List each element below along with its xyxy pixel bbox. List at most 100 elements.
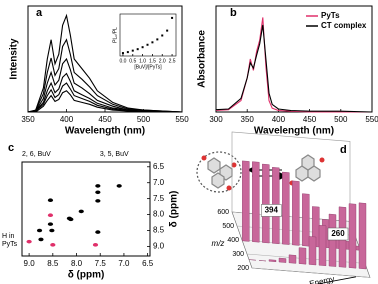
plot-frame bbox=[119, 13, 177, 57]
bar bbox=[262, 163, 270, 244]
cross-peak bbox=[47, 198, 54, 203]
cross-peak bbox=[95, 230, 101, 234]
x-axis-label: [BuV]/[PyTs] bbox=[134, 64, 162, 70]
y-axis-label: Absorbance bbox=[197, 30, 208, 88]
data-line bbox=[28, 90, 182, 113]
data-line bbox=[215, 24, 373, 113]
x-tick-label: 1.5 bbox=[149, 58, 156, 64]
x-tick-label: 0.5 bbox=[129, 58, 136, 64]
x-tick-label: 8.0 bbox=[71, 259, 83, 268]
x-tick-label: 500 bbox=[137, 115, 151, 124]
cross-peak bbox=[36, 228, 43, 233]
y-axis-label: Intensity bbox=[9, 38, 20, 80]
panel-label: c bbox=[8, 142, 14, 154]
point bbox=[151, 41, 154, 44]
legend-label: PyTs bbox=[321, 11, 340, 20]
bar bbox=[282, 171, 290, 245]
grid-line bbox=[251, 267, 371, 278]
x-tick-label: 400 bbox=[272, 115, 286, 124]
bar bbox=[292, 180, 300, 246]
bar bbox=[318, 224, 327, 267]
x-tick-label: 350 bbox=[21, 115, 35, 124]
point bbox=[161, 34, 164, 37]
panel-label: a bbox=[36, 7, 43, 19]
cross-peak bbox=[38, 237, 44, 242]
series-label: 394 bbox=[265, 206, 279, 215]
y-tick-label: 600 bbox=[217, 209, 229, 216]
y-tick-label: 8.5 bbox=[153, 226, 165, 235]
x-tick-label: 450 bbox=[98, 115, 112, 124]
series-label: 260 bbox=[331, 229, 345, 238]
bar bbox=[288, 254, 297, 264]
bar bbox=[242, 160, 250, 242]
x-tick-label: 8.5 bbox=[47, 259, 59, 268]
bar bbox=[268, 259, 277, 263]
y-axis-label: δ (ppm) bbox=[169, 191, 180, 228]
bar bbox=[278, 257, 287, 263]
x-axis-label: Energy bbox=[309, 274, 336, 284]
cross-peak bbox=[49, 228, 55, 233]
y-tick-label: 9.0 bbox=[153, 242, 165, 251]
y-tick-label: 400 bbox=[227, 237, 239, 244]
point bbox=[146, 43, 149, 46]
energy-arrow bbox=[315, 276, 357, 284]
cross-peak bbox=[68, 217, 74, 222]
y-tick-label: 8.0 bbox=[153, 210, 165, 219]
annotation: PyTs bbox=[2, 241, 18, 248]
point bbox=[136, 48, 139, 51]
point bbox=[121, 52, 124, 55]
x-tick-label: 7.0 bbox=[118, 259, 130, 268]
bar bbox=[348, 203, 357, 269]
annotation: 2, 6, BuV bbox=[22, 151, 51, 158]
x-axis-label: Wavelength (nm) bbox=[254, 126, 334, 137]
bar bbox=[258, 260, 267, 262]
bar bbox=[298, 247, 307, 265]
point bbox=[166, 29, 169, 32]
annotation: H in bbox=[2, 233, 15, 240]
y-tick-label: 6.5 bbox=[153, 162, 165, 171]
x-tick-label: 2.5 bbox=[169, 58, 176, 64]
x-tick-label: 1.0 bbox=[139, 58, 146, 64]
series-label-box bbox=[261, 204, 282, 217]
molecule-left bbox=[196, 151, 242, 193]
point bbox=[131, 49, 134, 52]
bar bbox=[252, 161, 260, 243]
data-line bbox=[27, 82, 183, 113]
y-axis-label: m/z bbox=[212, 239, 225, 248]
cross-peak bbox=[47, 213, 54, 218]
cross-peak bbox=[78, 209, 84, 214]
x-tick-label: 500 bbox=[334, 115, 348, 124]
x-tick-label: 550 bbox=[175, 115, 189, 124]
x-tick-label: 7.5 bbox=[95, 259, 107, 268]
bar bbox=[358, 202, 367, 270]
plot-frame bbox=[215, 5, 373, 113]
bar bbox=[308, 236, 317, 266]
x-tick-label: 9.0 bbox=[24, 259, 36, 268]
point bbox=[126, 51, 129, 54]
x-tick-label: 350 bbox=[241, 115, 255, 124]
point bbox=[171, 16, 174, 19]
data-line bbox=[27, 72, 183, 113]
x-tick-label: 6.5 bbox=[142, 259, 154, 268]
legend-label: CT complex bbox=[321, 21, 367, 30]
y-tick-label: 7.5 bbox=[153, 194, 165, 203]
cross-peak bbox=[26, 239, 32, 244]
series-label-box bbox=[327, 227, 349, 241]
y-tick-label: 500 bbox=[222, 223, 234, 230]
bar bbox=[328, 213, 337, 267]
x-tick-label: 0.0 bbox=[119, 58, 126, 64]
plot-frame bbox=[21, 161, 151, 257]
panel-label: b bbox=[230, 7, 237, 19]
x-axis-label: δ (ppm) bbox=[68, 270, 105, 281]
data-line bbox=[27, 13, 183, 113]
data-line bbox=[27, 57, 183, 113]
x-tick-label: 450 bbox=[303, 115, 317, 124]
point bbox=[141, 46, 144, 49]
data-line bbox=[215, 17, 372, 113]
x-axis-label: Wavelength (nm) bbox=[65, 126, 145, 137]
cross-peak bbox=[50, 243, 56, 247]
panel-label: d bbox=[340, 144, 347, 156]
data-line bbox=[27, 38, 183, 113]
